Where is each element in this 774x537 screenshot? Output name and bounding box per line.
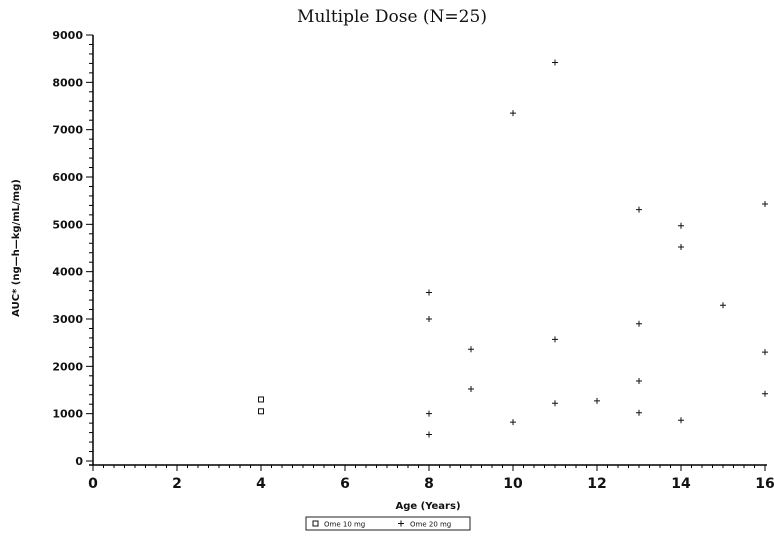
legend-box [305, 516, 471, 531]
y-tick-label: 4000 [52, 266, 83, 279]
point-ome-20mg [762, 349, 768, 356]
x-tick-label: 8 [424, 476, 434, 492]
y-tick-label: 7000 [52, 124, 83, 137]
point-ome-20mg [426, 410, 432, 417]
legend-plus-marker [398, 520, 404, 527]
point-ome-20mg [552, 59, 558, 66]
point-ome-20mg [426, 289, 432, 296]
x-axis-title: Age (Years) [395, 501, 460, 512]
y-tick-label: 1000 [52, 408, 83, 421]
point-ome-20mg [468, 386, 474, 393]
point-ome-20mg [636, 378, 642, 385]
y-axis-title: AUC* (ng—h—kg/mL/mg) [11, 179, 22, 317]
chart-title: Multiple Dose (N=25) [297, 7, 487, 27]
point-ome-20mg [552, 400, 558, 407]
y-tick-label: 6000 [52, 171, 83, 184]
point-ome-10mg [258, 408, 264, 415]
legend-label-ome-10: Ome 10 mg [324, 521, 365, 529]
x-tick-label: 16 [755, 476, 774, 492]
point-ome-20mg [510, 110, 516, 117]
y-tick-label: 0 [75, 455, 83, 468]
point-ome-20mg [594, 397, 600, 404]
point-ome-20mg [762, 200, 768, 207]
x-tick-label: 14 [671, 476, 691, 492]
point-ome-20mg [678, 244, 684, 251]
point-ome-20mg [762, 390, 768, 397]
y-tick-label: 3000 [52, 313, 83, 326]
y-tick-label: 8000 [52, 76, 83, 89]
point-ome-20mg [636, 320, 642, 327]
point-ome-20mg [510, 419, 516, 426]
point-ome-20mg [552, 336, 558, 343]
point-ome-20mg [636, 206, 642, 213]
x-tick-label: 12 [587, 476, 606, 492]
legend-square-marker [312, 520, 319, 527]
x-tick-label: 4 [256, 476, 266, 492]
y-tick-label: 2000 [52, 360, 83, 373]
point-ome-20mg [678, 417, 684, 424]
point-ome-20mg [636, 409, 642, 416]
y-tick-label: 5000 [52, 218, 83, 231]
data-points [258, 59, 768, 438]
point-ome-20mg [426, 431, 432, 438]
point-ome-20mg [678, 222, 684, 229]
x-axis: 0 2 4 6 8 10 12 14 16 [88, 464, 774, 492]
legend-label-ome-20: Ome 20 mg [410, 521, 451, 529]
point-ome-20mg [426, 316, 432, 322]
point-ome-20mg [720, 302, 726, 309]
legend: Ome 10 mg Ome 20 mg [305, 516, 471, 531]
point-ome-10mg [258, 396, 264, 403]
x-tick-label: 0 [88, 476, 98, 492]
point-ome-20mg [468, 346, 474, 353]
x-tick-label: 10 [503, 476, 523, 492]
y-axis: 0 1000 2000 3000 4000 5000 6000 7000 8000 9000 [52, 29, 94, 468]
x-tick-label: 6 [340, 476, 350, 492]
x-tick-label: 2 [172, 476, 182, 492]
y-tick-label: 9000 [52, 29, 83, 42]
